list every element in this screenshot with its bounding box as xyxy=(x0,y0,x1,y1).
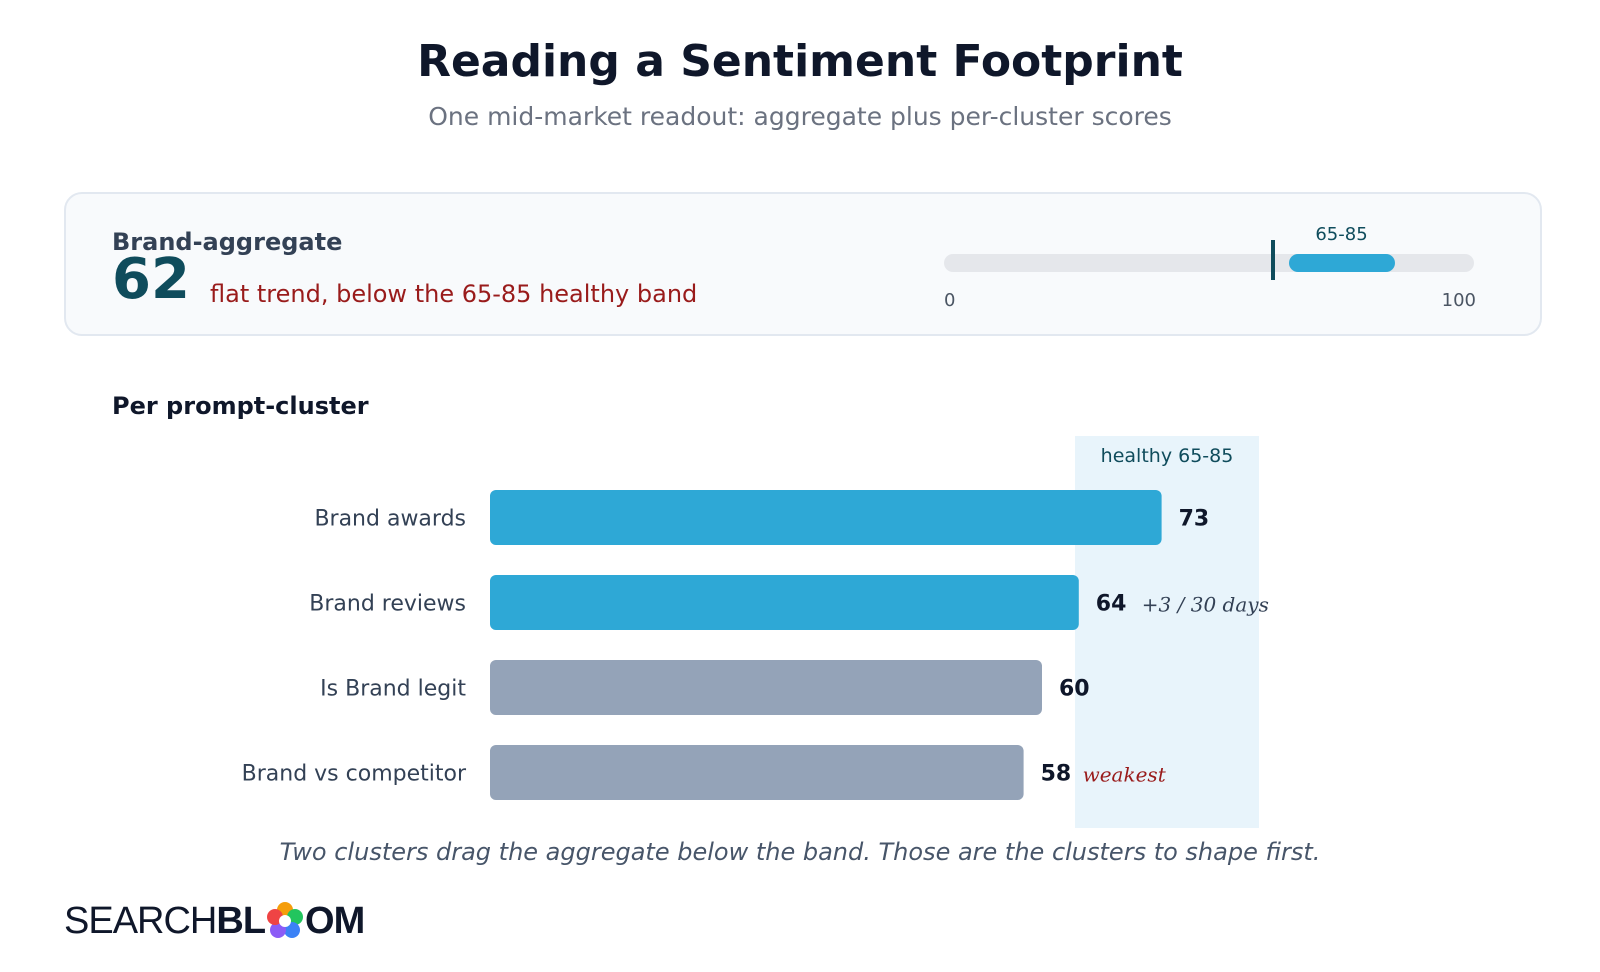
healthy-band-label: healthy 65-85 xyxy=(1101,445,1234,467)
gauge-band-label: 65-85 xyxy=(1315,224,1368,245)
aggregate-score: 62 xyxy=(112,247,190,312)
aggregate-label: Brand-aggregate xyxy=(112,228,343,256)
searchbloom-logo: SEARCH BL OM xyxy=(64,896,365,946)
category-label: Is Brand legit xyxy=(320,677,466,702)
cluster-bar xyxy=(490,660,1042,715)
cluster-bar xyxy=(490,745,1024,800)
page-subtitle: One mid-market readout: aggregate plus p… xyxy=(428,102,1172,131)
gauge-min-label: 0 xyxy=(944,290,956,311)
value-label: 73 xyxy=(1179,507,1210,532)
category-label: Brand reviews xyxy=(309,592,466,617)
value-label: 64 xyxy=(1096,592,1127,617)
cluster-bar xyxy=(490,575,1079,630)
cluster-bar xyxy=(490,490,1162,545)
value-label: 60 xyxy=(1059,677,1090,702)
chart-footnote: Two clusters drag the aggregate below th… xyxy=(279,838,1321,866)
aggregate-gauge: 65-85 0 100 xyxy=(944,224,1476,311)
aggregate-note: flat trend, below the 65-85 healthy band xyxy=(210,280,698,308)
page-title: Reading a Sentiment Footprint xyxy=(417,36,1183,87)
section-title: Per prompt-cluster xyxy=(112,392,369,420)
flower-icon xyxy=(267,902,304,938)
logo-text-bl: BL xyxy=(216,899,266,942)
bar-annotation: weakest xyxy=(1083,763,1167,787)
gauge-healthy-band xyxy=(1288,254,1395,272)
value-label: 58 xyxy=(1041,762,1072,787)
category-label: Brand vs competitor xyxy=(242,762,467,787)
logo-text-search: SEARCH xyxy=(64,899,217,942)
category-label: Brand awards xyxy=(314,507,466,532)
aggregate-card: Brand-aggregate 62 flat trend, below the… xyxy=(64,192,1542,336)
gauge-score-marker xyxy=(1270,240,1275,280)
logo-text-om: OM xyxy=(305,899,365,942)
bar-annotation: +3 / 30 days xyxy=(1142,593,1269,617)
cluster-bar-chart: healthy 65-85 Brand awards 73 Brand reviews… xyxy=(242,436,1269,828)
gauge-max-label: 100 xyxy=(1441,290,1476,311)
